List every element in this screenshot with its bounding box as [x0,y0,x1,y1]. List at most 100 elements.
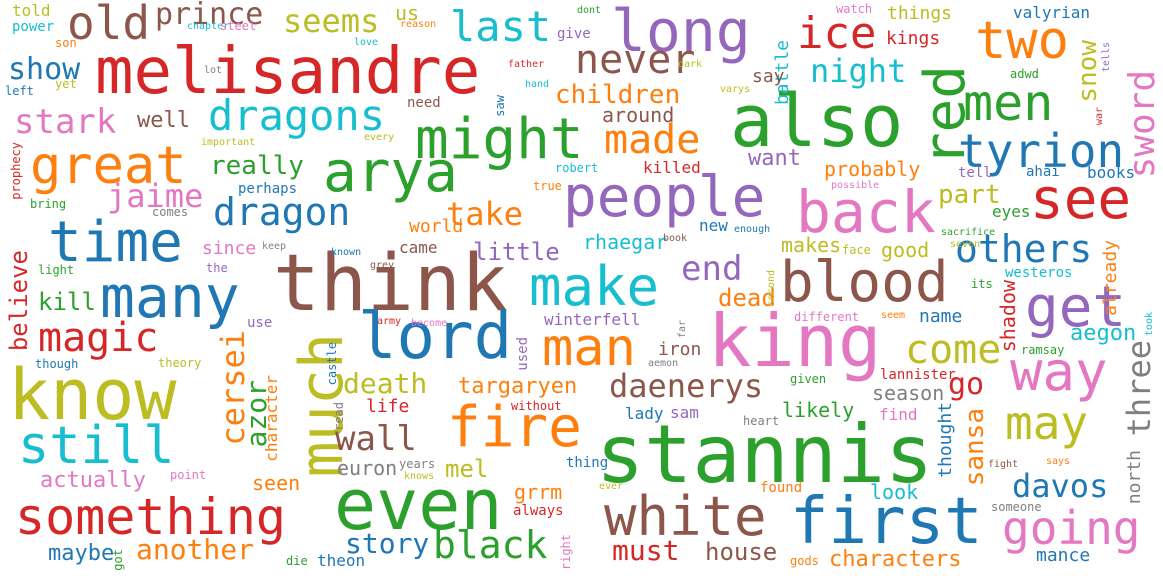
word-think: think [273,239,508,329]
word-many: many [100,263,240,331]
word-adwd: adwd [1010,67,1039,81]
word-rhaegar: rhaegar [583,230,668,254]
word-blood: blood [780,250,949,315]
word-still: still [18,416,175,476]
word-aegon: aegon [1070,321,1137,346]
word-lord: lord [358,300,513,374]
word-must: must [612,534,680,567]
word-since: since [202,238,257,259]
word-get: get [1025,275,1127,340]
word-man: man [542,318,636,378]
word-lady: lady [625,404,664,423]
word-take: take [446,195,524,233]
word-enough: enough [734,224,771,235]
word-king: king [708,299,882,383]
word-going: going [1002,501,1141,555]
word-second: second [766,270,777,307]
word-people: people [563,165,766,230]
word-arya: arya [323,140,458,205]
word-seems: seems [283,2,380,40]
word-chapter: chapter [187,21,230,32]
word-things: things [887,3,953,24]
word-mance: mance [1036,545,1091,566]
word-character: character [262,375,281,462]
word-seven: seven [950,239,981,250]
word-told: told [12,1,51,20]
word-used: used [515,337,531,371]
word-targaryen: targaryen [458,374,578,399]
word-makes: makes [781,233,842,257]
word-important: important [201,137,256,148]
word-another: another [136,533,255,566]
word-kill: kill [38,288,96,316]
word-books: books [1087,163,1136,182]
word-given: given [790,372,827,386]
word-black: black [433,523,548,567]
word-mel: mel [445,455,489,483]
word-give: give [557,26,591,42]
word-little: little [473,238,560,266]
word-ramsay: ramsay [1021,343,1065,357]
word-life: life [366,396,410,417]
word-long: long [611,0,751,65]
word-stannis: stannis [596,408,934,501]
word-thing: thing [566,455,609,471]
word-look: look [870,480,919,504]
word-far: far [677,320,688,339]
word-even: even [334,464,503,546]
word-without: without [511,399,562,413]
word-ahai: ahai [1026,164,1060,180]
word-says: says [1046,456,1071,467]
word-book: book [663,233,688,244]
word-theon: theon [317,551,366,570]
word-lannister: lannister [880,367,956,383]
word-right: right [559,534,573,571]
word-find: find [879,405,918,424]
word-made: made [604,117,701,163]
word-night: night [810,52,907,90]
word-really: really [210,151,304,181]
word-children: children [555,80,681,110]
word-varys: varys [720,84,751,95]
word-got: got [111,549,125,571]
word-army: army [377,316,402,327]
word-need: need [407,95,441,111]
word-likely: likely [782,398,855,422]
word-two: two [975,11,1069,71]
word-war: war [1094,107,1105,126]
word-light: light [38,263,75,277]
word-father: father [508,59,545,70]
word-kings: kings [886,28,941,49]
word-want: want [748,146,801,171]
word-its: its [971,277,993,291]
word-thought: thought [935,402,956,478]
word-gods: gods [790,554,819,568]
word-though: though [35,357,79,371]
word-castle: castle [325,342,339,386]
word-westeros: westeros [1005,265,1073,281]
word-eyes: eyes [992,202,1031,221]
word-melisandre: melisandre [95,35,481,109]
word-someone: someone [991,500,1042,514]
word-tyrion: tyrion [958,124,1125,178]
word-valyrian: valyrian [1013,3,1091,22]
word-different: different [794,310,860,324]
word-sam: sam [670,403,699,422]
word-see: see [1030,167,1132,232]
word-aemon: aemon [648,358,679,369]
word-watch: watch [836,2,873,16]
word-grrm: grrm [514,480,563,504]
word-knows: knows [404,471,435,482]
word-already: already [1100,240,1121,316]
word-believe: believe [5,250,33,352]
word-jaime: jaime [107,177,204,215]
word-snow: snow [1073,40,1103,103]
word-might: might [415,107,584,172]
word-may: may [1005,396,1089,450]
word-first: first [790,485,983,559]
word-steel: steel [220,19,257,33]
word-well: well [137,108,190,133]
word-white: white [604,485,767,548]
word-took: took [1144,312,1155,337]
word-tell: tell [958,165,992,181]
